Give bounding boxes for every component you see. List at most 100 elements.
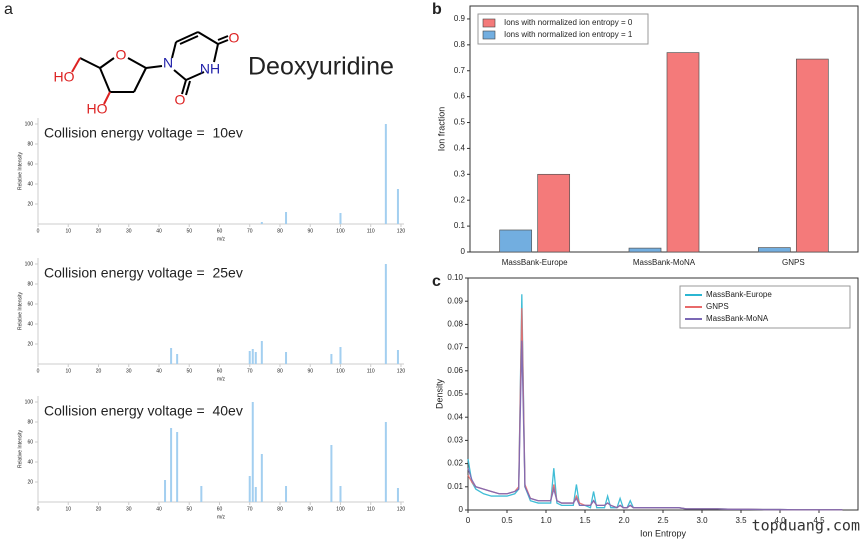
- x-tick-label: 80: [277, 506, 283, 512]
- x-tick-label: 50: [186, 228, 192, 234]
- y-tick-label: 0.09: [447, 296, 463, 305]
- peak: [260, 454, 263, 502]
- atom-label: HO: [87, 101, 108, 117]
- x-tick-label: 60: [217, 368, 223, 374]
- x-tick-label: 30: [126, 228, 132, 234]
- y-tick-label: 0.06: [447, 366, 463, 375]
- x-tick-label: GNPS: [782, 258, 805, 267]
- x-tick-label: 2.0: [618, 516, 630, 525]
- molecule: [71, 31, 229, 105]
- atom-label: O: [116, 47, 127, 63]
- peak: [339, 213, 342, 224]
- bar: [628, 247, 662, 253]
- y-tick-label: 0.4: [454, 144, 466, 153]
- y-tick-label: 0.1: [454, 221, 466, 230]
- y-axis-label: Density: [434, 378, 444, 409]
- x-tick-label: 110: [367, 368, 375, 374]
- y-tick-label: 0.03: [447, 436, 463, 445]
- x-tick-label: 30: [126, 506, 132, 512]
- peak: [176, 432, 179, 502]
- peak: [251, 349, 254, 364]
- legend-label: GNPS: [706, 302, 729, 311]
- y-tick-label: 40: [27, 181, 33, 187]
- x-tick-label: 60: [217, 228, 223, 234]
- y-tick-label: 40: [27, 459, 33, 465]
- x-tick-label: 3.5: [735, 516, 747, 525]
- y-tick-label: 60: [27, 439, 33, 445]
- atom-label: HO: [54, 69, 75, 85]
- x-tick-label: 100: [336, 368, 345, 374]
- watermark: topduang.com: [752, 517, 860, 535]
- y-tick-label: 100: [25, 399, 34, 405]
- peak: [176, 354, 179, 364]
- x-tick-label: 30: [126, 368, 132, 374]
- x-tick-label: 20: [96, 506, 102, 512]
- x-tick-label: 10: [65, 228, 71, 234]
- peak: [170, 428, 173, 502]
- legend-label: Ions with normalized ion entropy = 0: [504, 18, 633, 27]
- y-tick-label: 0.07: [447, 343, 463, 352]
- x-tick-label: 50: [186, 506, 192, 512]
- panel-label: a: [4, 1, 13, 18]
- density-line: [467, 340, 843, 511]
- legend-swatch: [482, 18, 496, 28]
- y-axis-label: Relative Intensity: [17, 429, 23, 468]
- peak: [330, 445, 333, 502]
- y-tick-label: 40: [27, 321, 33, 327]
- x-tick-label: 40: [156, 506, 162, 512]
- x-tick-label: 60: [217, 506, 223, 512]
- x-tick-label: 90: [307, 228, 313, 234]
- peak: [396, 488, 399, 502]
- legend-label: Ions with normalized ion entropy = 1: [504, 30, 633, 39]
- legend-box: [679, 285, 851, 329]
- y-tick-label: 0.5: [454, 118, 466, 127]
- x-tick-label: 10: [65, 506, 71, 512]
- peak: [254, 487, 257, 502]
- peak: [285, 486, 288, 502]
- x-tick-label: 120: [397, 506, 406, 512]
- y-tick-label: 0.01: [447, 482, 463, 491]
- y-tick-label: 60: [27, 161, 33, 167]
- peak: [248, 476, 251, 502]
- y-tick-label: 0: [459, 505, 464, 514]
- x-tick-label: 20: [96, 228, 102, 234]
- legend-box: [477, 13, 649, 45]
- x-tick-label: 70: [247, 368, 253, 374]
- panel-label: c: [432, 273, 441, 290]
- peak: [260, 222, 263, 224]
- x-tick-label: 4.0: [774, 516, 786, 525]
- peak: [248, 351, 251, 364]
- y-tick-label: 0.05: [447, 389, 463, 398]
- x-tick-label: 50: [186, 368, 192, 374]
- y-tick-label: 20: [27, 341, 33, 347]
- x-tick-label: 70: [247, 228, 253, 234]
- x-tick-label: 110: [367, 228, 375, 234]
- peak: [330, 354, 333, 364]
- x-axis-label: m/z: [217, 514, 226, 520]
- peak: [339, 486, 342, 502]
- x-tick-label: 90: [307, 368, 313, 374]
- x-tick-label: 10: [65, 368, 71, 374]
- y-tick-label: 0.04: [447, 412, 463, 421]
- peak: [285, 352, 288, 364]
- x-tick-label: 1.0: [540, 516, 552, 525]
- y-tick-label: 20: [27, 201, 33, 207]
- bar: [537, 173, 571, 253]
- x-tick-label: 3.0: [696, 516, 708, 525]
- x-axis-label: m/z: [217, 376, 226, 382]
- x-tick-label: 2.5: [657, 516, 669, 525]
- x-tick-label: 0.5: [501, 516, 513, 525]
- plot-frame: [469, 5, 859, 253]
- molecule-name: Deoxyuridine: [248, 53, 394, 81]
- peak: [384, 124, 387, 224]
- annotation: Collision energy voltage = 25ev: [44, 265, 243, 281]
- x-tick-label: 4.5: [813, 516, 825, 525]
- y-tick-label: 80: [27, 419, 33, 425]
- x-tick-label: 0: [466, 516, 471, 525]
- panel-label: b: [432, 1, 442, 18]
- y-tick-label: 0.9: [454, 14, 466, 23]
- y-tick-label: 20: [27, 479, 33, 485]
- x-tick-label: 0: [37, 228, 40, 234]
- y-tick-label: 80: [27, 281, 33, 287]
- peak: [260, 341, 263, 364]
